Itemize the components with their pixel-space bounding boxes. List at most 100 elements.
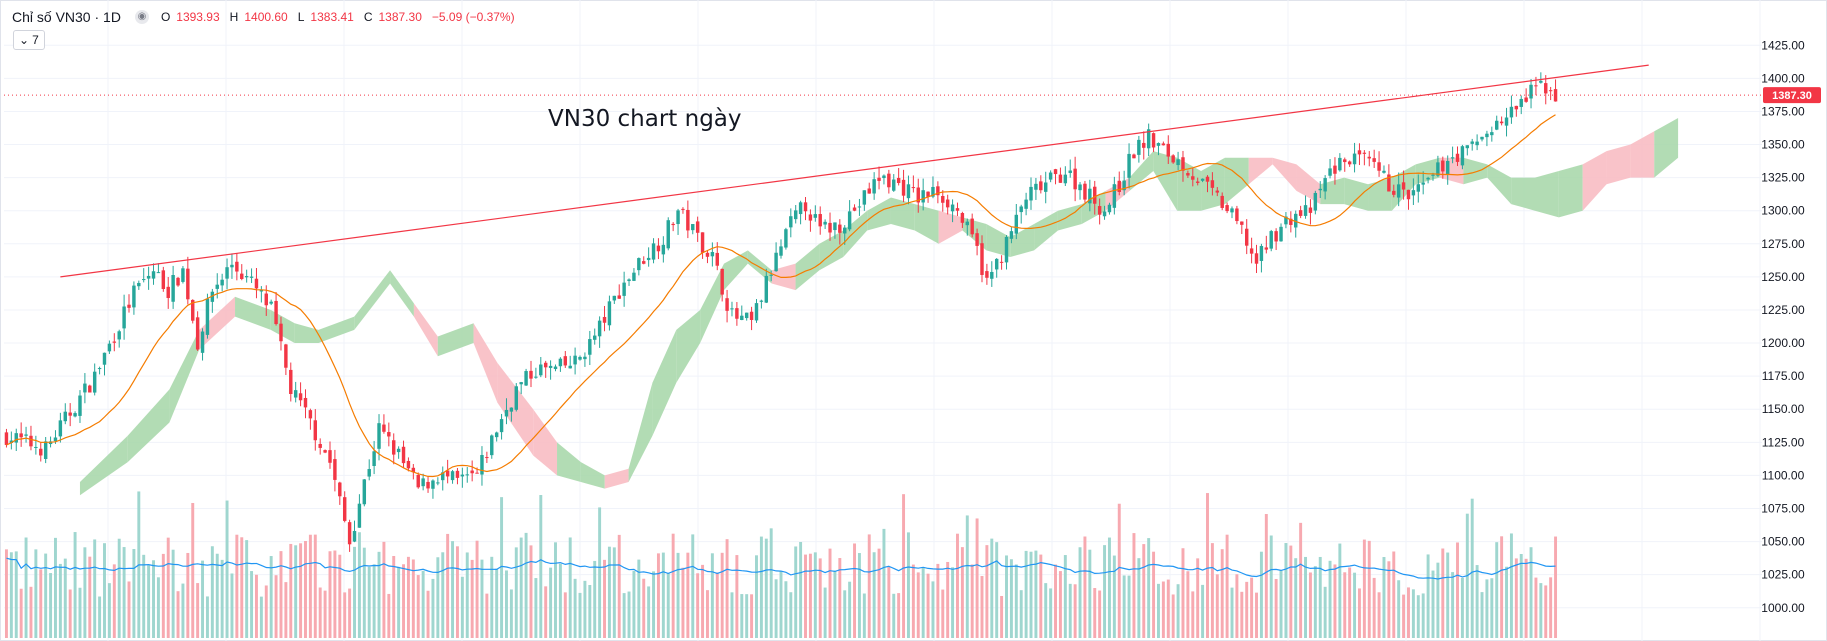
candle-body [642,261,646,264]
cloud-segment [1558,164,1583,218]
candle-body [524,371,528,386]
candle-body [29,435,33,447]
volume-bar [509,589,513,638]
volume-bar [1416,595,1420,638]
candle-body [803,202,808,212]
volume-bar [181,583,185,638]
candle-body [441,472,445,481]
candle-body [588,339,592,355]
cloud-segment [1248,157,1273,185]
volume-bar [250,571,254,638]
candle-body [539,364,543,376]
candle-body [1401,182,1406,190]
volume-bar [240,537,244,638]
volume-bar [274,575,278,638]
cloud-segment [1344,177,1369,211]
candle-body [985,271,989,278]
candle-body [254,278,259,289]
candle-body [181,268,185,282]
last-price-tag [1763,87,1821,104]
chart-annotation[interactable]: VN30 chart ngày [548,106,742,132]
symbol-title[interactable]: Chỉ số VN30 · 1D [12,9,121,25]
candle-body [941,196,945,203]
y-axis[interactable]: 1425.00 1400.00 1375.00 1350.00 1325.00 1300.… [1761,38,1805,615]
volume-bar [235,534,239,638]
volume-bar [480,559,484,638]
candle-body [833,222,837,231]
candle-body [990,271,994,279]
volume-bar [887,567,891,638]
volume-bar [269,556,273,638]
volume-bar [54,537,57,638]
volume-bar [1529,547,1533,638]
volume-bar [656,553,660,638]
volume-bar [78,587,82,638]
volume-bar [931,581,935,638]
price-ma-path [6,114,1556,478]
candle-body [543,362,548,368]
eye-icon[interactable]: ◉ [134,10,149,24]
candle-body [730,308,734,310]
candle-body [1024,199,1028,209]
indicators-toggle-button[interactable]: ⌄ 7 [13,30,45,50]
volume-bar [245,540,249,638]
volume-bar [98,596,102,638]
candle-body [749,311,754,320]
candle-body [789,216,793,228]
candle-body [455,470,460,478]
volume-bar [804,554,807,638]
candle-body [117,331,121,340]
volume-bar [568,537,572,638]
cloud-segment [1010,223,1035,258]
volume-bar [29,586,33,638]
candle-body [156,272,161,274]
candle-body [141,279,146,281]
y-tick-label: 1150.00 [1762,402,1805,416]
cloud-segment [235,296,271,330]
chevron-down-icon: ⌄ [19,33,30,47]
volume-bar [647,586,651,638]
volume-bar [161,553,165,638]
volume-bar [774,579,778,638]
close-label: C [363,10,373,24]
volume-bar [514,547,518,638]
volume-bar [916,572,920,638]
candle-body [1328,168,1332,176]
candle-body [617,295,621,299]
volume-bar [1054,564,1057,638]
candle-body [1460,146,1465,166]
cloud-segment [199,296,236,350]
cloud-segment [390,270,414,317]
volume-bar [1264,514,1268,638]
candle-body [1097,206,1102,215]
volume-bar [1255,592,1258,638]
volume-bar [789,592,793,638]
volume-bar [730,592,734,638]
trendline[interactable] [60,64,1649,278]
volume-bar [348,588,352,638]
candle-body [1274,231,1278,242]
cloud-segment [962,217,987,251]
candle-body [754,303,759,321]
volume-bar [1098,590,1102,638]
volume-bar [1112,555,1116,638]
candle-body [1313,192,1318,211]
candle-body [274,300,278,325]
volume-bar [735,555,739,638]
volume-bar [686,552,690,638]
candle-body [1122,180,1126,191]
candle-body [146,275,151,279]
candle-body [725,298,729,311]
volume-bar [1137,558,1141,638]
candle-body [480,455,484,475]
candle-body [1166,143,1170,157]
candle-body [1058,174,1063,183]
candle-body [1524,97,1528,102]
candle-body [445,470,450,477]
candle-body [651,243,656,260]
candle-body [686,209,690,231]
volume-bar [1338,543,1342,638]
volume-bar [406,556,410,638]
cloud-segment [1272,157,1297,191]
